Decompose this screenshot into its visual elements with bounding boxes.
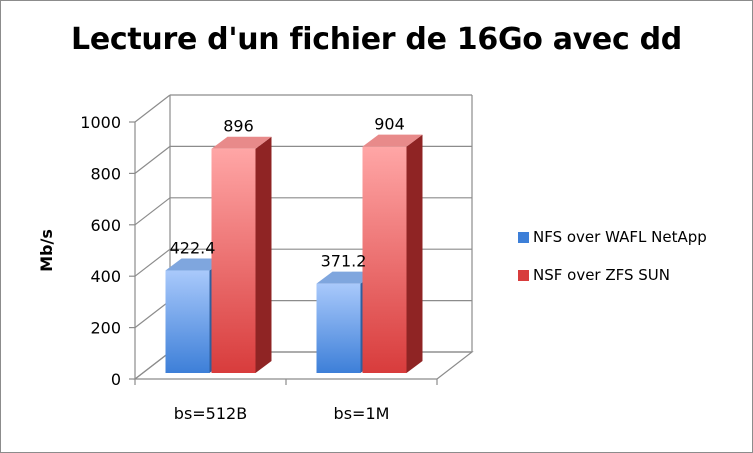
x-tick-label: bs=512B (174, 404, 247, 423)
legend-label: NSF over ZFS SUN (533, 266, 670, 284)
data-label: 896 (223, 117, 254, 136)
y-tick-label: 400 (90, 267, 121, 286)
gridline-depth (134, 248, 171, 277)
y-tick-label: 600 (90, 216, 121, 235)
chart-title: Lecture d'un fichier de 16Go avec dd (71, 22, 682, 57)
bar-top (211, 136, 272, 149)
bar (316, 283, 361, 373)
bars (165, 134, 423, 373)
bar (211, 148, 256, 373)
bar-top (165, 258, 226, 271)
legend-swatch (518, 232, 529, 243)
labels: 422.4 896 371.2 904 (170, 115, 405, 271)
bar-top (362, 134, 423, 147)
legend: NFS over WAFL NetApp NSF over ZFS SUN (518, 228, 707, 284)
data-label: 371.2 (321, 252, 367, 271)
legend-swatch (518, 270, 529, 281)
y-axis-title: Mb/s (37, 229, 56, 272)
x-tick-label: bs=1M (334, 404, 390, 423)
bar-side (406, 134, 423, 373)
bar-side (255, 136, 272, 373)
legend-label: NFS over WAFL NetApp (533, 228, 707, 246)
bar (165, 270, 210, 373)
y-tick-label: 800 (90, 164, 121, 183)
gridline-depth (134, 94, 171, 123)
y-tick-label: 200 (90, 319, 121, 338)
gridline-depth (134, 145, 171, 174)
gridline-depth (134, 197, 171, 226)
gridline-depth (134, 300, 171, 329)
data-label: 904 (374, 115, 405, 134)
axes: 0 200 400 600 800 1000 bs=512B bs=1M Mb/s (37, 113, 474, 423)
data-label: 422.4 (170, 238, 216, 257)
y-tick-label: 0 (111, 370, 121, 389)
y-tick-label: 1000 (80, 113, 121, 132)
bar (362, 146, 407, 373)
bar-top (316, 271, 377, 284)
floor (133, 351, 474, 380)
